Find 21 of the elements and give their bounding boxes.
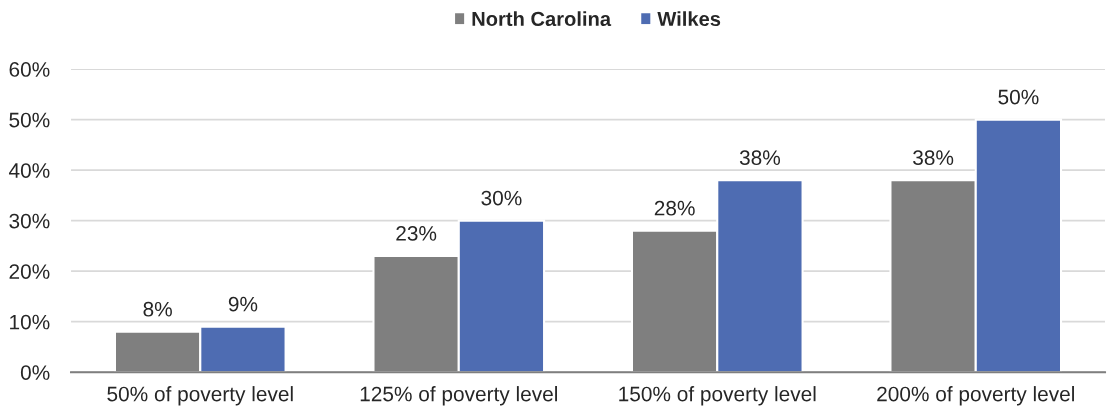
x-tick-label: 200% of poverty level xyxy=(877,386,1074,406)
y-tick-label: 50% xyxy=(9,112,50,128)
data-label: 23% xyxy=(396,226,437,241)
data-label: 8% xyxy=(143,301,172,317)
y-tick-label: 30% xyxy=(9,213,50,229)
y-tick-label: 40% xyxy=(8,163,50,178)
x-tick-label: 50% of poverty level xyxy=(107,386,293,406)
data-label: 30% xyxy=(481,190,522,206)
x-tick-label: 125% of poverty level xyxy=(360,386,557,406)
data-label: 38% xyxy=(913,150,954,166)
y-tick-label: 20% xyxy=(9,264,50,279)
legend-label: North Carolina xyxy=(472,11,612,27)
y-tick-label: 0% xyxy=(20,365,50,380)
data-label: 28% xyxy=(654,200,695,216)
data-label: 38% xyxy=(739,150,781,166)
y-tick-label: 10% xyxy=(10,314,50,330)
data-label: 50% xyxy=(998,89,1039,105)
x-tick-label: 150% of poverty level xyxy=(619,386,816,406)
legend-label: Wilkes xyxy=(657,11,721,27)
data-label: 9% xyxy=(228,296,258,312)
y-tick-label: 60% xyxy=(9,62,50,77)
